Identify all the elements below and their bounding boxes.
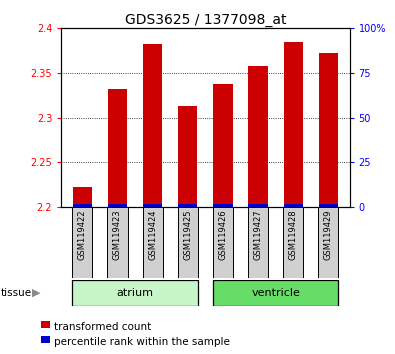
Text: GSM119428: GSM119428 [289, 209, 298, 260]
Bar [213, 204, 233, 207]
Bar [107, 207, 128, 278]
Title: GDS3625 / 1377098_at: GDS3625 / 1377098_at [125, 13, 286, 27]
Text: GSM119424: GSM119424 [148, 209, 157, 260]
Bar [178, 204, 198, 207]
Bar [248, 204, 268, 207]
Bar [178, 106, 198, 207]
Bar [213, 84, 233, 207]
Text: GSM119423: GSM119423 [113, 209, 122, 260]
Bar [213, 280, 339, 306]
Text: GSM119429: GSM119429 [324, 209, 333, 260]
Text: transformed count: transformed count [54, 322, 151, 332]
Bar [284, 42, 303, 207]
Text: GSM119427: GSM119427 [254, 209, 263, 260]
Text: ventricle: ventricle [251, 288, 300, 298]
Bar [72, 280, 198, 306]
Bar [284, 204, 303, 207]
Bar [178, 207, 198, 278]
Bar [108, 89, 127, 207]
Bar [318, 207, 339, 278]
Text: GSM119422: GSM119422 [78, 209, 87, 260]
Bar [72, 207, 92, 278]
Bar [213, 207, 233, 278]
Bar [143, 204, 162, 207]
Bar [73, 204, 92, 207]
Text: percentile rank within the sample: percentile rank within the sample [54, 337, 230, 347]
Bar [108, 204, 127, 207]
Bar [283, 207, 303, 278]
Bar [248, 207, 268, 278]
Bar [73, 187, 92, 207]
Bar [143, 207, 163, 278]
Text: GSM119426: GSM119426 [218, 209, 228, 260]
Text: ▶: ▶ [32, 288, 41, 298]
Text: tissue: tissue [1, 288, 32, 298]
Bar [143, 44, 162, 207]
Bar [319, 53, 338, 207]
Bar [319, 204, 338, 207]
Text: atrium: atrium [117, 288, 154, 298]
Bar [248, 66, 268, 207]
Text: GSM119425: GSM119425 [183, 209, 192, 260]
